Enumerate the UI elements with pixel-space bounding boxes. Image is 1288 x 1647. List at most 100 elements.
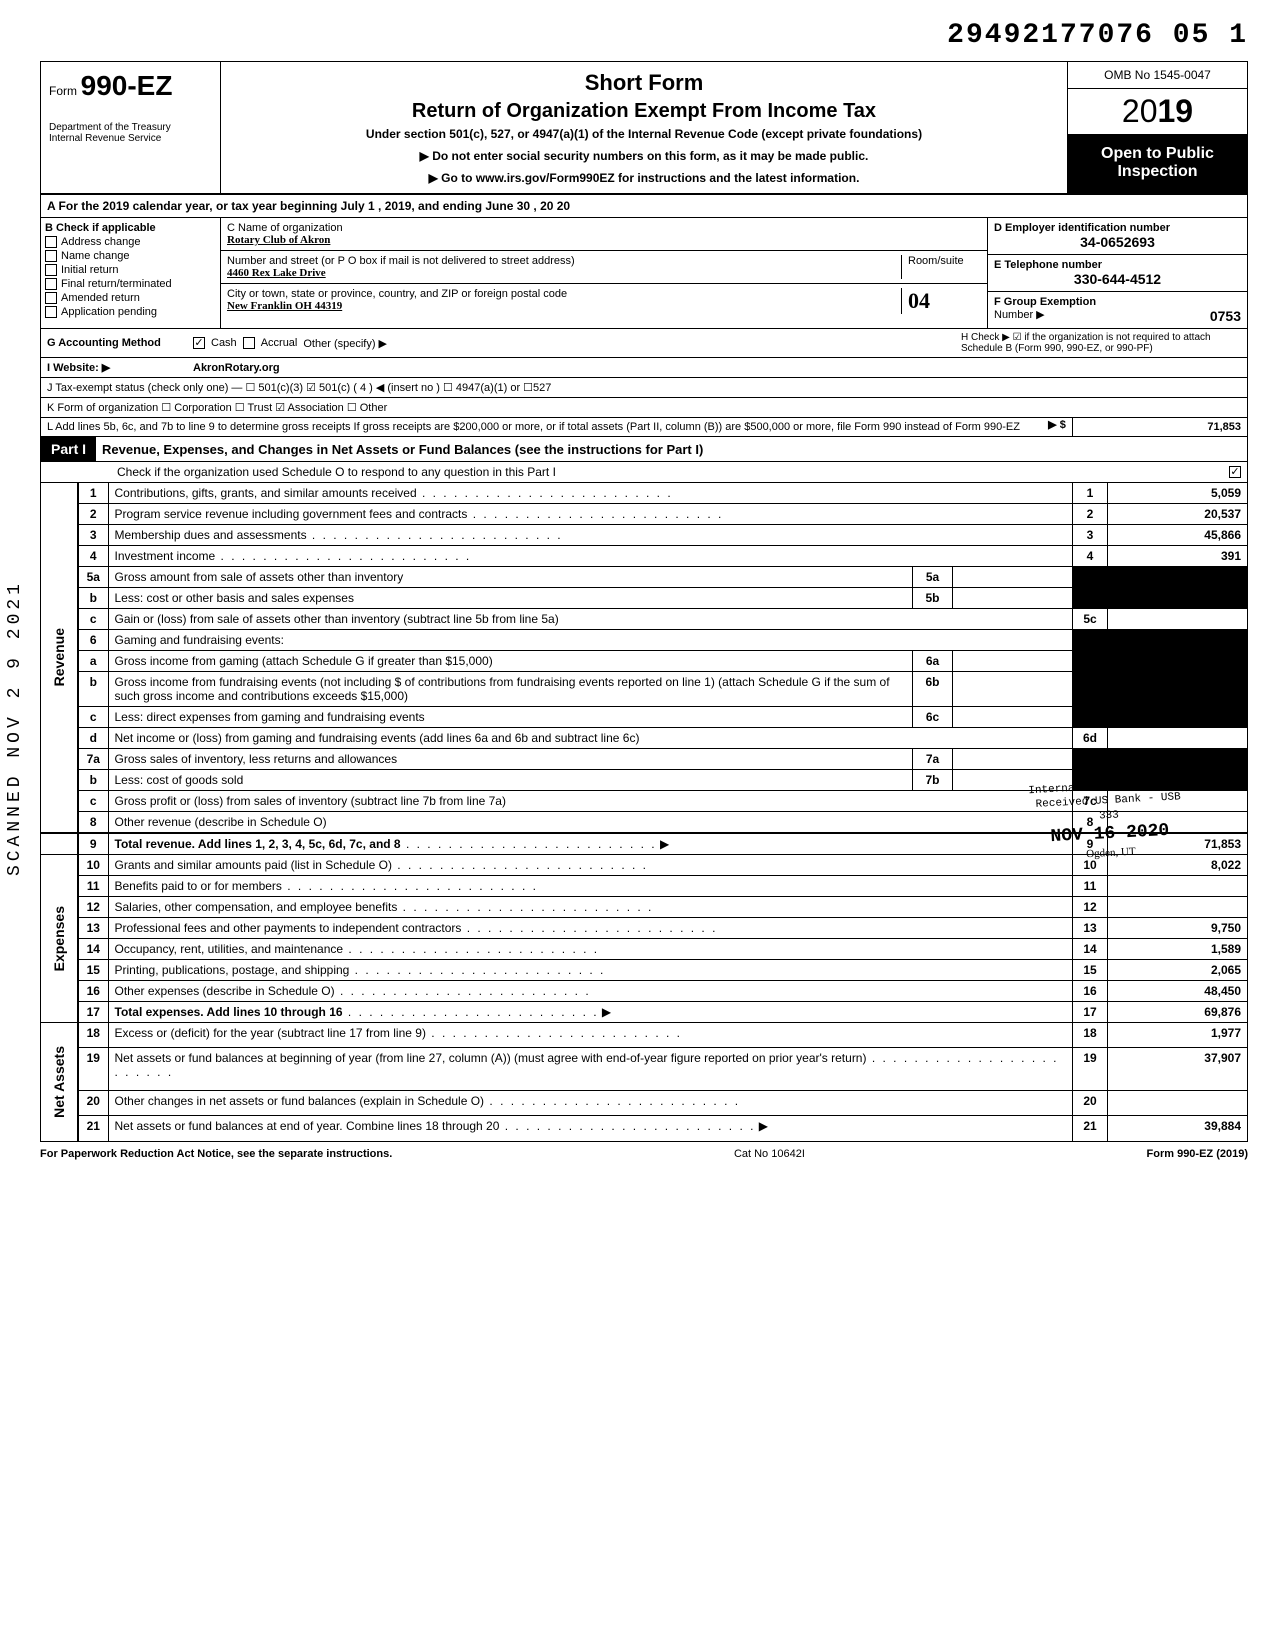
- form-page: SCANNED NOV 2 9 2021 29492177076 05 1 Fo…: [40, 20, 1248, 1160]
- row-a-tax-year: A For the 2019 calendar year, or tax yea…: [40, 195, 1248, 218]
- line17-value: 69,876: [1108, 1002, 1248, 1023]
- line21-value: 39,884: [1108, 1116, 1248, 1141]
- label-ein: D Employer identification number: [994, 222, 1241, 234]
- street-address: 4460 Rex Lake Drive: [227, 267, 901, 279]
- omb-number: OMB No 1545-0047: [1068, 62, 1247, 89]
- form-prefix: Form: [49, 84, 77, 98]
- expenses-label: Expenses: [47, 886, 71, 991]
- section-b-label: B Check if applicable: [45, 222, 216, 234]
- label-org-name: C Name of organization: [227, 222, 981, 234]
- dept-irs: Internal Revenue Service: [49, 133, 212, 144]
- line14-value: 1,589: [1108, 939, 1248, 960]
- label-city: City or town, state or province, country…: [227, 288, 901, 300]
- footer-left: For Paperwork Reduction Act Notice, see …: [40, 1148, 392, 1160]
- table-row: 11 Benefits paid to or for members 11: [41, 876, 1248, 897]
- org-name: Rotary Club of Akron: [227, 234, 981, 246]
- row-l-gross-receipts: L Add lines 5b, 6c, and 7b to line 9 to …: [40, 418, 1248, 437]
- row-j-tax-exempt: J Tax-exempt status (check only one) — ☐…: [41, 378, 1247, 398]
- cb-app-pending[interactable]: Application pending: [45, 306, 216, 318]
- cb-cash[interactable]: [193, 337, 205, 349]
- table-row: 2 Program service revenue including gove…: [41, 504, 1248, 525]
- table-row: 14 Occupancy, rent, utilities, and maint…: [41, 939, 1248, 960]
- misc-rows: G Accounting Method Cash Accrual Other (…: [40, 329, 1248, 418]
- table-row: 20 Other changes in net assets or fund b…: [41, 1090, 1248, 1115]
- instruction-1: Do not enter social security numbers on …: [229, 149, 1059, 163]
- table-row: c Less: direct expenses from gaming and …: [41, 707, 1248, 728]
- ein-value: 34-0652693: [994, 234, 1241, 250]
- table-row: 9 Total revenue. Add lines 1, 2, 3, 4, 5…: [41, 833, 1248, 855]
- section-b-checkboxes: B Check if applicable Address change Nam…: [41, 218, 221, 328]
- row-l-arrow: ▶ $: [1042, 418, 1072, 436]
- table-row: 15 Printing, publications, postage, and …: [41, 960, 1248, 981]
- line15-value: 2,065: [1108, 960, 1248, 981]
- cb-amended[interactable]: Amended return: [45, 292, 216, 304]
- row-l-text: L Add lines 5b, 6c, and 7b to line 9 to …: [41, 418, 1042, 436]
- table-row: 5a Gross amount from sale of assets othe…: [41, 567, 1248, 588]
- netassets-label: Net Assets: [47, 1026, 71, 1138]
- open-to-public: Open to Public Inspection: [1068, 135, 1247, 193]
- info-grid: B Check if applicable Address change Nam…: [40, 218, 1248, 329]
- table-row: 19 Net assets or fund balances at beginn…: [41, 1048, 1248, 1090]
- table-row: 4 Investment income 4 391: [41, 546, 1248, 567]
- cb-accrual[interactable]: [243, 337, 255, 349]
- label-phone: E Telephone number: [994, 259, 1241, 271]
- footer-right: Form 990-EZ (2019): [1147, 1148, 1248, 1160]
- table-row: b Less: cost of goods sold 7b: [41, 770, 1248, 791]
- table-row: 13 Professional fees and other payments …: [41, 918, 1248, 939]
- cb-name-change[interactable]: Name change: [45, 250, 216, 262]
- line16-value: 48,450: [1108, 981, 1248, 1002]
- table-row: 8 Other revenue (describe in Schedule O)…: [41, 812, 1248, 834]
- table-row: b Gross income from fundraising events (…: [41, 672, 1248, 707]
- website-value: AkronRotary.org: [193, 362, 280, 374]
- table-row: 16 Other expenses (describe in Schedule …: [41, 981, 1248, 1002]
- table-row: c Gain or (loss) from sale of assets oth…: [41, 609, 1248, 630]
- form-number-block: Form 990-EZ Department of the Treasury I…: [41, 62, 221, 193]
- label-group-exemption: F Group Exemption: [994, 296, 1241, 308]
- cb-address-change[interactable]: Address change: [45, 236, 216, 248]
- tax-year: 20201919: [1068, 89, 1247, 135]
- line13-value: 9,750: [1108, 918, 1248, 939]
- scan-date-margin: SCANNED NOV 2 9 2021: [5, 580, 25, 876]
- table-row: 3 Membership dues and assessments 3 45,8…: [41, 525, 1248, 546]
- table-row: Expenses 10 Grants and similar amounts p…: [41, 855, 1248, 876]
- footer-center: Cat No 10642I: [734, 1148, 805, 1160]
- part1-label: Part I: [41, 437, 96, 461]
- right-info-column: D Employer identification number 34-0652…: [987, 218, 1247, 328]
- header-center: Short Form Return of Organization Exempt…: [221, 62, 1067, 193]
- main-title: Return of Organization Exempt From Incom…: [229, 100, 1059, 123]
- cb-final-return[interactable]: Final return/terminated: [45, 278, 216, 290]
- table-row: 7a Gross sales of inventory, less return…: [41, 749, 1248, 770]
- section-c-org-info: C Name of organization Rotary Club of Ak…: [221, 218, 987, 328]
- table-row: 12 Salaries, other compensation, and emp…: [41, 897, 1248, 918]
- line18-value: 1,977: [1108, 1023, 1248, 1048]
- part1-checkbox[interactable]: [1229, 466, 1241, 478]
- table-row: Revenue 1 Contributions, gifts, grants, …: [41, 483, 1248, 504]
- row-i-website: I Website: ▶ AkronRotary.org: [41, 358, 1247, 378]
- form-header: Form 990-EZ Department of the Treasury I…: [40, 61, 1248, 195]
- table-row: a Gross income from gaming (attach Sched…: [41, 651, 1248, 672]
- dept-treasury: Department of the Treasury: [49, 122, 212, 133]
- document-id: 29492177076 05 1: [40, 20, 1248, 51]
- page-footer: For Paperwork Reduction Act Notice, see …: [40, 1142, 1248, 1160]
- part1-check-row: Check if the organization used Schedule …: [40, 462, 1248, 483]
- line2-value: 20,537: [1108, 504, 1248, 525]
- subtitle: Under section 501(c), 527, or 4947(a)(1)…: [229, 127, 1059, 141]
- main-data-table: Revenue 1 Contributions, gifts, grants, …: [40, 483, 1248, 1142]
- phone-value: 330-644-4512: [994, 271, 1241, 287]
- label-number: Number ▶: [994, 308, 1045, 324]
- form-number: 990-EZ: [81, 70, 173, 101]
- row-k-form-org: K Form of organization ☐ Corporation ☐ T…: [41, 398, 1247, 417]
- instruction-2: Go to www.irs.gov/Form990EZ for instruct…: [229, 171, 1059, 185]
- line1-value: 5,059: [1108, 483, 1248, 504]
- table-row: c Gross profit or (loss) from sales of i…: [41, 791, 1248, 812]
- line19-value: 37,907: [1108, 1048, 1248, 1090]
- room-value: 04: [908, 288, 981, 314]
- row-l-value: 71,853: [1072, 418, 1247, 436]
- revenue-label: Revenue: [47, 608, 71, 706]
- part1-header-row: Part I Revenue, Expenses, and Changes in…: [40, 437, 1248, 462]
- table-row: d Net income or (loss) from gaming and f…: [41, 728, 1248, 749]
- cb-initial-return[interactable]: Initial return: [45, 264, 216, 276]
- city-state-zip: New Franklin OH 44319: [227, 300, 901, 312]
- table-row: 21 Net assets or fund balances at end of…: [41, 1116, 1248, 1141]
- row-g-accounting: G Accounting Method Cash Accrual Other (…: [41, 329, 1247, 358]
